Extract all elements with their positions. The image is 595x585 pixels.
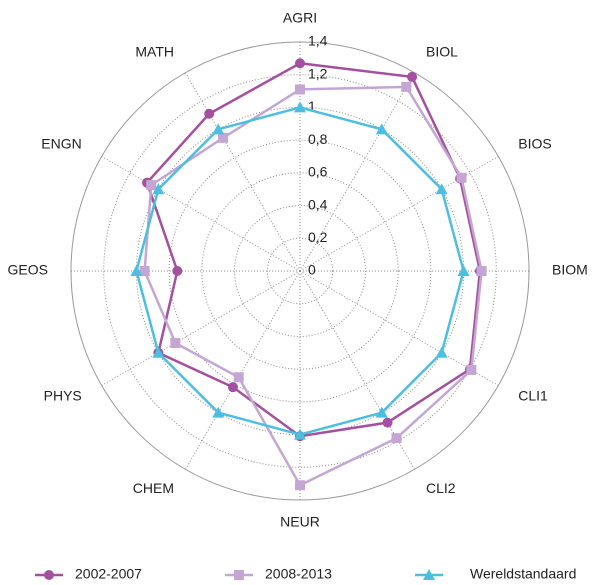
legend-marker (234, 570, 244, 580)
legend-label: 2002-2007 (75, 566, 142, 582)
marker (152, 183, 165, 195)
marker (401, 81, 412, 92)
tick-label: 0 (308, 262, 316, 278)
marker (218, 132, 229, 143)
tick-label: 1 (308, 98, 316, 114)
legend-label: 2008-2013 (265, 566, 332, 582)
category-label: CHEM (133, 480, 174, 496)
grid-circle (201, 172, 399, 370)
legend-marker (423, 569, 435, 580)
marker (139, 266, 150, 276)
marker (435, 346, 448, 358)
marker (294, 101, 306, 113)
marker (295, 480, 305, 491)
category-label: CLI2 (426, 480, 456, 496)
category-label: BIOS (518, 136, 551, 152)
spoke (185, 270, 301, 470)
grid-circle (103, 74, 497, 468)
tick-label: 0,6 (308, 164, 328, 180)
marker (476, 266, 487, 276)
spoke (299, 156, 499, 272)
marker (295, 84, 305, 95)
category-label: BIOL (426, 43, 458, 59)
marker (457, 265, 470, 276)
spoke (101, 270, 301, 386)
marker (375, 123, 388, 135)
spoke (299, 270, 499, 386)
category-label: GEOS (8, 262, 48, 278)
marker (294, 428, 306, 440)
marker (152, 346, 165, 358)
marker (382, 417, 393, 428)
category-label: CLI1 (518, 388, 548, 404)
tick-label: 1,4 (308, 33, 328, 49)
marker (227, 382, 238, 393)
marker (233, 372, 244, 383)
marker (130, 265, 143, 276)
tick-label: 0,4 (308, 196, 328, 212)
grid-circle (266, 237, 334, 305)
spoke (185, 72, 301, 272)
marker (204, 108, 215, 119)
legend-label: Wereldstandaard (470, 566, 576, 582)
spoke (101, 156, 301, 272)
marker (172, 266, 183, 276)
category-label: ENGN (41, 136, 81, 152)
spoke (299, 270, 415, 470)
marker (407, 71, 418, 82)
marker (212, 406, 225, 418)
marker (391, 433, 402, 444)
tick-label: 0,8 (308, 131, 328, 147)
marker (295, 58, 305, 69)
grid-circle (234, 205, 366, 337)
tick-label: 0,2 (308, 229, 328, 245)
legend-marker (44, 570, 54, 580)
category-label: BIOM (552, 262, 588, 278)
marker (146, 180, 157, 191)
tick-label: 1,2 (308, 65, 328, 81)
category-label: PHYS (44, 388, 82, 404)
marker (466, 364, 477, 375)
category-label: NEUR (280, 514, 320, 530)
spoke (299, 72, 415, 272)
category-label: MATH (135, 43, 174, 59)
grid-circle (168, 139, 432, 403)
marker (375, 406, 388, 418)
marker (170, 337, 181, 348)
marker (435, 183, 448, 195)
marker (456, 172, 467, 183)
category-label: AGRI (283, 10, 317, 26)
marker (212, 123, 225, 135)
series-line (145, 61, 482, 438)
